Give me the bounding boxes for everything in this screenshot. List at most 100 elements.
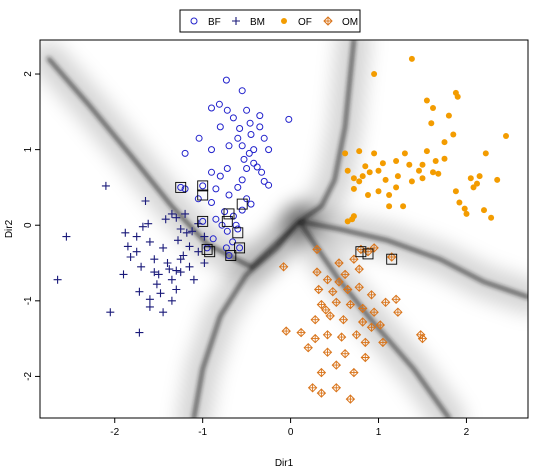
point-bf-24 <box>240 155 248 163</box>
point-bf-56 <box>238 206 246 214</box>
point-bf-20 <box>265 146 273 154</box>
point-bm-47 <box>185 242 194 251</box>
legend-box <box>179 9 361 33</box>
boundary-line-1 <box>192 219 302 418</box>
point-om-38 <box>378 337 388 348</box>
point-of-34 <box>365 192 371 198</box>
point-of-32 <box>375 188 382 195</box>
point-bm-31 <box>145 302 154 311</box>
point-om-45 <box>349 367 359 378</box>
point-bm-42 <box>176 255 185 264</box>
point-bm-35 <box>144 219 153 228</box>
point-bf-10 <box>236 125 244 132</box>
point-om-51 <box>417 333 428 344</box>
point-om-6 <box>349 254 359 264</box>
point-om-15 <box>342 284 353 295</box>
point-bm-21 <box>174 236 182 245</box>
point-om-35 <box>336 332 347 342</box>
highlight-box-4 <box>223 208 235 220</box>
highlight-box-13 <box>362 248 374 260</box>
point-bf-9 <box>216 123 224 131</box>
point-of-29 <box>382 176 389 183</box>
x-axis: -2 -1 0 1 2 <box>110 418 470 438</box>
point-of-36 <box>419 175 426 182</box>
point-bf-23 <box>245 149 253 157</box>
x-axis-label: Dir1 <box>275 458 294 469</box>
point-om-11 <box>340 269 350 280</box>
y-tick-label-4: 2 <box>23 71 34 77</box>
point-bf-0 <box>222 76 230 84</box>
point-of-6 <box>430 105 436 111</box>
point-om-12 <box>354 264 364 274</box>
point-bf-53 <box>236 244 244 252</box>
point-bf-17 <box>225 142 233 150</box>
y-axis-label: Dir2 <box>4 219 15 238</box>
point-om-21 <box>357 303 368 314</box>
point-of-1 <box>408 55 415 62</box>
point-om-23 <box>380 297 391 308</box>
point-bf-5 <box>243 106 251 114</box>
legend-label-bf: BF <box>208 17 221 28</box>
point-om-46 <box>307 383 318 393</box>
point-bf-35 <box>234 183 242 191</box>
point-of-3 <box>454 93 461 100</box>
point-bm-30 <box>135 287 144 296</box>
highlight-box-7 <box>232 227 244 239</box>
point-of-27 <box>344 167 351 174</box>
point-om-37 <box>360 337 371 348</box>
point-bm-1 <box>62 232 71 241</box>
point-om-27 <box>338 314 349 325</box>
point-bf-51 <box>203 244 211 252</box>
point-om-17 <box>366 290 377 300</box>
point-bf-38 <box>225 191 233 199</box>
point-bf-30 <box>208 168 215 176</box>
boundary-line-2 <box>297 40 356 224</box>
point-of-33 <box>350 185 357 192</box>
point-om-10 <box>334 277 344 287</box>
point-bm-7 <box>126 253 135 261</box>
point-om-30 <box>375 320 386 330</box>
point-of-53 <box>476 173 483 180</box>
point-bm-25 <box>194 247 203 256</box>
plot-frame <box>39 39 529 419</box>
highlight-box-6 <box>221 215 233 227</box>
point-bf-6 <box>256 112 264 120</box>
legend-marker-of <box>281 18 287 24</box>
point-bm-9 <box>137 262 146 271</box>
point-om-7 <box>278 262 289 272</box>
point-bf-48 <box>234 225 242 233</box>
point-of-17 <box>393 158 400 164</box>
point-of-31 <box>393 184 400 191</box>
point-bf-44 <box>212 215 220 223</box>
point-of-22 <box>432 158 439 164</box>
boundary-line-3 <box>297 219 528 299</box>
highlight-box-0 <box>175 181 187 193</box>
y-tick-label-2: 0 <box>23 222 34 228</box>
point-of-51 <box>350 213 357 220</box>
point-om-29 <box>366 322 377 333</box>
point-bm-10 <box>132 247 141 256</box>
point-om-26 <box>325 311 335 321</box>
point-of-20 <box>423 148 430 155</box>
point-of-44 <box>481 207 487 214</box>
point-om-28 <box>357 317 368 327</box>
point-of-0 <box>371 71 378 77</box>
highlight-box-3 <box>236 198 248 210</box>
point-om-41 <box>340 348 350 359</box>
boundary-line-0 <box>47 57 302 269</box>
point-om-13 <box>313 284 324 295</box>
point-om-34 <box>322 330 333 340</box>
point-of-38 <box>467 175 474 182</box>
point-om-40 <box>322 347 333 357</box>
point-of-14 <box>379 160 386 167</box>
point-om-31 <box>281 326 291 336</box>
point-bm-5 <box>123 242 132 251</box>
point-of-21 <box>419 161 426 168</box>
point-bm-46 <box>200 232 209 241</box>
point-of-5 <box>445 112 452 119</box>
point-bf-3 <box>208 104 215 112</box>
point-bf-59 <box>181 185 189 193</box>
point-of-46 <box>461 205 468 212</box>
point-bf-32 <box>238 176 246 184</box>
